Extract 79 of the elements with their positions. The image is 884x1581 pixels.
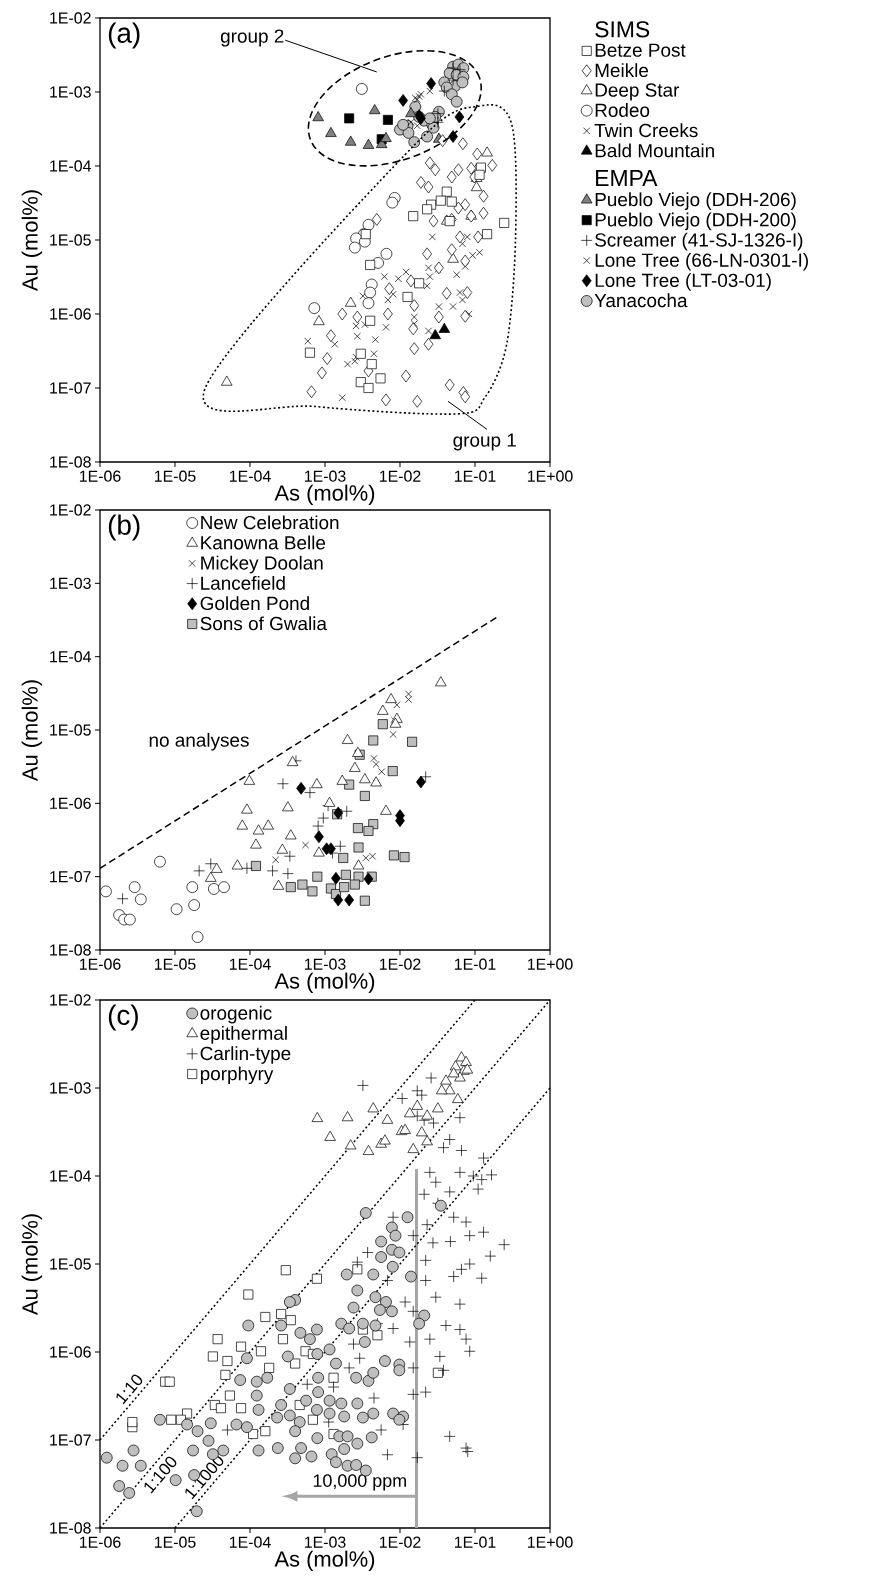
text: EMPA <box>596 170 658 186</box>
y-tick-label: 1E-07 <box>50 1434 91 1446</box>
legend-label: porphyry <box>200 1066 274 1085</box>
y-tick-label: 1E-03 <box>50 1082 91 1094</box>
annotation: group 2 <box>220 29 284 47</box>
x-tick-label: 1E-04 <box>229 470 271 482</box>
x-tick-label: 1E-05 <box>154 470 196 482</box>
y-tick-label: 1E-06 <box>50 797 91 809</box>
y-tick-label: 1E-04 <box>50 1170 92 1182</box>
x-tick-label: 1E-05 <box>154 1536 196 1548</box>
x-tick-label: 1E+00 <box>527 1536 573 1548</box>
x-tick-label: 1E-05 <box>154 958 196 970</box>
y-tick-label: 1E-03 <box>50 86 91 98</box>
legend-label: New Celebration <box>201 515 339 530</box>
x-tick-label: 1E-02 <box>379 958 421 970</box>
x-tick-label: 1E-01 <box>454 958 496 970</box>
legend-label: Meikle <box>595 63 649 78</box>
x-axis-title: As (mol%) <box>274 1550 375 1572</box>
x-tick-label: 1E-03 <box>304 1536 346 1548</box>
y-tick-label: 1E-02 <box>50 994 91 1006</box>
legend-label: Mickey Doolan <box>201 555 323 574</box>
y-tick-label: 1E-05 <box>50 724 91 736</box>
y-tick-label: 1E-08 <box>50 456 91 468</box>
x-tick-label: 1E-06 <box>79 958 121 970</box>
x-tick-label: 1E+00 <box>527 958 573 970</box>
annotation: no analyses <box>149 732 249 751</box>
chart-title: (c) <box>108 1004 138 1031</box>
y-tick-label: 1E-04 <box>50 160 92 172</box>
legend-label: Lone Tree (LT-03-01) <box>595 273 771 291</box>
text: SIMS <box>595 21 650 38</box>
chart-title: (b) <box>108 514 140 541</box>
legend-label: Kanowna Belle <box>201 535 326 550</box>
y-tick-label: 1E-06 <box>50 1346 91 1358</box>
legend-label: Lone Tree (66-LN-0301-I) <box>595 252 808 271</box>
x-tick-label: 1E-01 <box>454 470 496 482</box>
x-tick-label: 1E+00 <box>527 470 573 482</box>
x-tick-label: 1E-01 <box>454 1536 496 1548</box>
legend-label: orogenic <box>200 1005 272 1024</box>
legend-label: epithermal <box>200 1026 287 1044</box>
legend-label: Sons of Gwalia <box>200 616 327 631</box>
ref-line-label: 10,000 ppm <box>313 1474 406 1491</box>
y-tick-label: 1E-05 <box>50 234 91 246</box>
legend-label: Pueblo Viejo (DDH-206) <box>595 192 796 211</box>
legend-label: Deep Star <box>595 83 680 101</box>
legend-label: Twin Creeks <box>594 123 698 138</box>
y-tick-label: 1E-08 <box>50 944 91 956</box>
x-tick-label: 1E-02 <box>379 1536 421 1548</box>
legend-label: Screamer (41-SJ-1326-I) <box>595 232 803 251</box>
legend-label: Yanacocha <box>594 293 688 308</box>
chart-title: (a) <box>108 22 140 49</box>
x-axis-title: As (mol%) <box>274 484 375 506</box>
y-tick-label: 1E-03 <box>50 577 91 589</box>
y-axis-title: Au (mol%) <box>21 1214 43 1316</box>
y-tick-label: 1E-08 <box>50 1522 91 1534</box>
y-axis-title: Au (mol%) <box>21 190 43 292</box>
x-tick-label: 1E-04 <box>229 1536 271 1548</box>
x-tick-label: 1E-03 <box>304 470 346 482</box>
x-tick-label: 1E-03 <box>304 958 346 970</box>
legend-label: Rodeo <box>595 103 650 117</box>
legend-label: Carlin-type <box>200 1046 291 1064</box>
x-tick-label: 1E-04 <box>229 958 271 970</box>
legend-label: Golden Pond <box>200 596 309 611</box>
x-tick-label: 1E-06 <box>79 470 121 482</box>
y-tick-label: 1E-02 <box>50 12 91 24</box>
y-tick-label: 1E-05 <box>50 1258 91 1270</box>
legend-label: Pueblo Viejo (DDH-200) <box>595 212 796 231</box>
y-tick-label: 1E-07 <box>50 382 91 394</box>
y-axis-title: Au (mol%) <box>21 680 43 782</box>
x-tick-label: 1E-02 <box>379 470 421 482</box>
y-tick-label: 1E-06 <box>50 308 91 320</box>
y-tick-label: 1E-02 <box>50 504 91 516</box>
x-tick-label: 1E-06 <box>79 1536 121 1548</box>
annotation: group 1 <box>453 433 516 451</box>
y-tick-label: 1E-04 <box>50 651 92 663</box>
legend-label: Bald Mountain <box>595 143 714 158</box>
y-tick-label: 1E-07 <box>50 871 91 883</box>
legend-label: Betze Post <box>595 43 686 57</box>
x-axis-title: As (mol%) <box>274 972 375 994</box>
legend-label: Lancefield <box>201 575 285 590</box>
